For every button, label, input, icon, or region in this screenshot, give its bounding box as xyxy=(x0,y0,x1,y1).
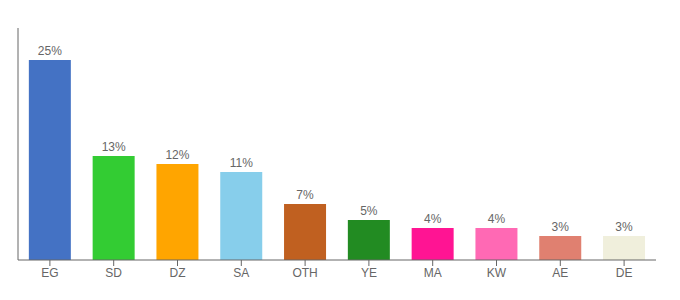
svg-text:13%: 13% xyxy=(102,140,126,154)
svg-text:5%: 5% xyxy=(360,204,378,218)
svg-text:4%: 4% xyxy=(488,212,506,226)
svg-text:SA: SA xyxy=(233,266,249,280)
svg-text:3%: 3% xyxy=(615,220,633,234)
svg-text:11%: 11% xyxy=(230,156,253,170)
svg-text:MA: MA xyxy=(424,266,442,280)
svg-text:YE: YE xyxy=(361,266,377,280)
svg-text:AE: AE xyxy=(552,266,568,280)
svg-text:EG: EG xyxy=(41,266,58,280)
svg-text:DE: DE xyxy=(616,266,633,280)
svg-text:12%: 12% xyxy=(165,148,189,162)
svg-text:KW: KW xyxy=(487,266,507,280)
svg-text:3%: 3% xyxy=(552,220,570,234)
svg-text:SD: SD xyxy=(105,266,122,280)
svg-text:7%: 7% xyxy=(296,188,314,202)
svg-text:OTH: OTH xyxy=(292,266,317,280)
svg-text:DZ: DZ xyxy=(170,266,186,280)
svg-text:25%: 25% xyxy=(38,44,62,58)
svg-text:4%: 4% xyxy=(424,212,442,226)
